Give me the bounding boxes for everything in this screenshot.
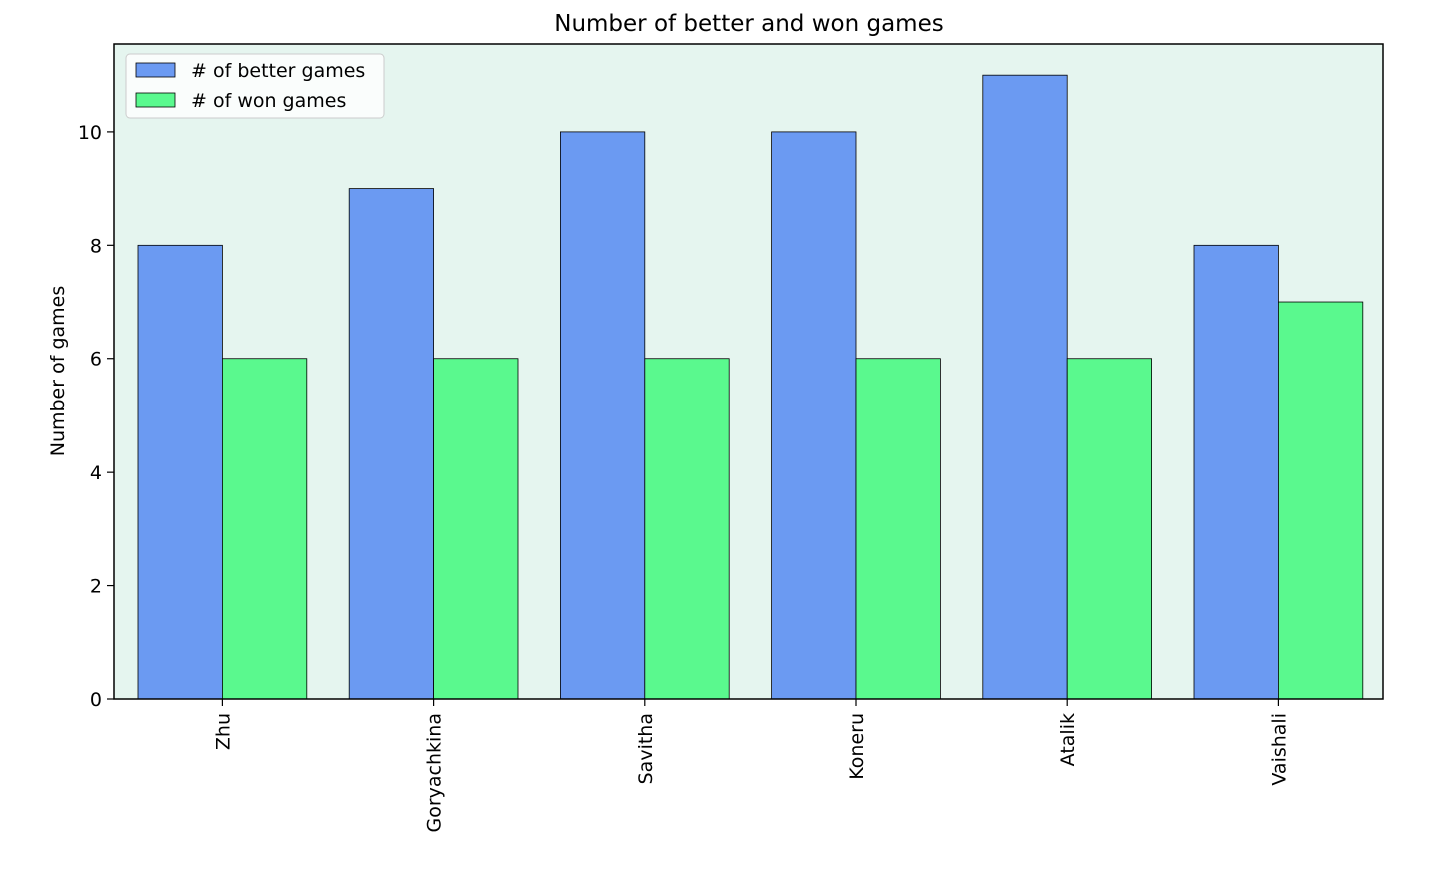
- plot-background: [114, 44, 1383, 699]
- y-tick-label: 4: [90, 462, 102, 484]
- y-tick-label: 6: [90, 349, 102, 371]
- legend-swatch-better-games: [135, 62, 176, 78]
- x-tick-label-savitha: Savitha: [635, 713, 657, 784]
- y-tick-label: 0: [90, 689, 102, 711]
- plot-frame: [113, 43, 1384, 700]
- x-tick-label-zhu: Zhu: [212, 713, 234, 750]
- x-tick-label-goryachkina: Goryachkina: [424, 713, 446, 833]
- x-axis: Zhu Goryachkina Savitha Koneru Atalik Vaishal…: [212, 699, 1290, 833]
- y-tick-label: 8: [90, 235, 102, 257]
- chart-title: Number of better and won games: [554, 11, 943, 37]
- bar-won-games-atalik: [1066, 358, 1152, 700]
- legend-box: [125, 53, 385, 119]
- legend-label-won-games: # of won games: [191, 90, 346, 112]
- legend-label-better-games: # of better games: [191, 60, 365, 82]
- bar-won-games-koneru: [855, 358, 941, 700]
- bar-won-games-savitha: [644, 358, 730, 700]
- bar-better-games-zhu: [137, 244, 223, 700]
- bar-better-games-atalik: [982, 74, 1068, 700]
- y-axis-label: Number of games: [47, 286, 69, 457]
- bar-better-games-goryachkina: [348, 188, 435, 700]
- bar-won-games-zhu: [221, 358, 308, 700]
- bar-better-games-savitha: [560, 131, 646, 700]
- x-tick-label-koneru: Koneru: [846, 713, 868, 780]
- bar-won-games-vaishali: [1278, 301, 1364, 700]
- y-tick-label: 10: [78, 122, 102, 144]
- y-tick-label: 2: [90, 576, 102, 598]
- y-axis: 0 2 4 6 8 10: [78, 122, 114, 711]
- bar-better-games-vaishali: [1193, 244, 1279, 700]
- bars-layer: [137, 74, 1364, 700]
- bar-better-games-koneru: [771, 131, 857, 700]
- x-tick-label-vaishali: Vaishali: [1268, 713, 1290, 786]
- bar-won-games-goryachkina: [433, 358, 519, 700]
- legend-swatch-won-games: [135, 92, 176, 108]
- legend: # of better games # of won games: [125, 53, 385, 119]
- x-tick-label-atalik: Atalik: [1057, 713, 1079, 766]
